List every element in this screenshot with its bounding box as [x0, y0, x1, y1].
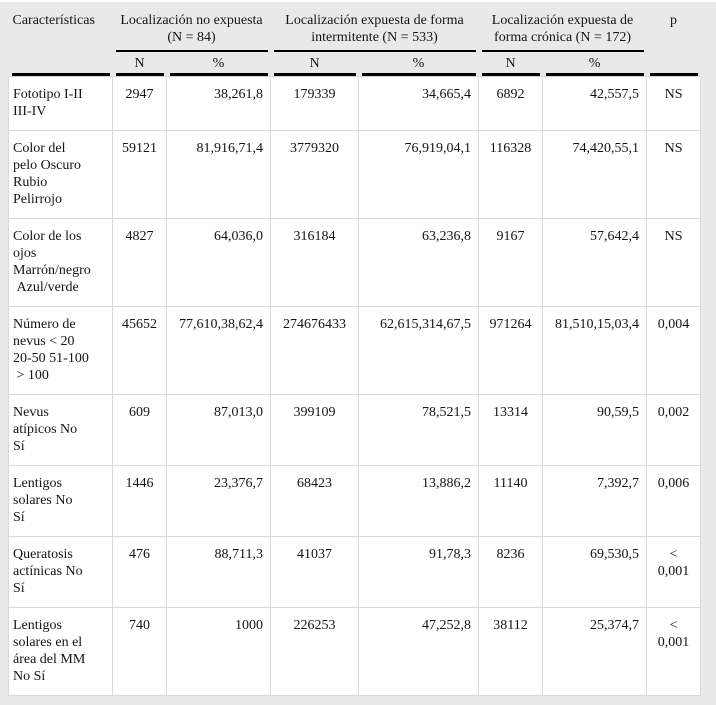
sub-header-n-3: N: [479, 52, 543, 77]
percent-cell: 77,610,38,62,4: [166, 306, 271, 395]
percent-cell: 1000: [166, 607, 271, 696]
percent-cell: 38,261,8: [166, 76, 271, 131]
n-count-cell: 274676433: [270, 306, 359, 395]
table-row: Color de los ojos Marrón/negro Azul/verd…: [8, 218, 702, 307]
group-header-intermitente: Localización expuesta de forma intermite…: [271, 6, 479, 52]
p-value-cell: 0,002: [646, 394, 702, 466]
table-row: Número de nevus < 20 20-50 51-100 > 100 …: [8, 306, 702, 395]
table-row: Queratosis actínicas No Sí 476 88,711,3 …: [8, 536, 702, 608]
n-count-cell: 41037: [270, 536, 359, 608]
percent-cell: 23,376,7: [166, 465, 271, 537]
table-row: Nevus atípicos No Sí 609 87,013,0 399109…: [8, 394, 702, 466]
percent-cell: 78,521,5: [357, 394, 480, 466]
percent-cell: 74,420,55,1: [542, 130, 648, 219]
percent-cell: 90,59,5: [542, 394, 648, 466]
col-header-p: p: [647, 6, 701, 77]
group-header-row: Características Localización no expuesta…: [9, 6, 701, 76]
n-count-cell: 11140: [478, 465, 544, 537]
percent-cell: 62,615,314,67,5: [357, 306, 480, 395]
percent-cell: 42,557,5: [542, 76, 648, 131]
group-header-cronica: Localización expuesta de forma crónica (…: [479, 6, 647, 52]
n-count-cell: 1446: [112, 465, 167, 537]
sub-header-pct-2: %: [359, 52, 479, 77]
characteristic-cell: Número de nevus < 20 20-50 51-100 > 100: [8, 306, 113, 395]
characteristic-cell: Lentigos solares en el área del MM No Sí: [8, 607, 113, 696]
p-value-cell: NS: [646, 76, 702, 131]
n-count-cell: 116328: [478, 130, 544, 219]
n-count-cell: 609: [112, 394, 167, 466]
sub-header-pct-1: %: [167, 52, 271, 77]
n-count-cell: 2947: [112, 76, 167, 131]
n-count-cell: 476: [112, 536, 167, 608]
n-count-cell: 45652: [112, 306, 167, 395]
group-header-no-expuesta: Localización no expuesta (N = 84): [113, 6, 271, 52]
percent-cell: 7,392,7: [542, 465, 648, 537]
percent-cell: 64,036,0: [166, 218, 271, 307]
percent-cell: 47,252,8: [357, 607, 480, 696]
percent-cell: 57,642,4: [542, 218, 648, 307]
sub-header-n-1: N: [113, 52, 167, 77]
n-count-cell: 971264: [478, 306, 544, 395]
characteristics-table: Características Localización no expuesta…: [8, 6, 702, 696]
n-count-cell: 8236: [478, 536, 544, 608]
p-value-cell: NS: [646, 218, 702, 307]
n-count-cell: 38112: [478, 607, 544, 696]
n-count-cell: 226253: [270, 607, 359, 696]
table-body: Fototipo I-II III-IV 2947 38,261,8 17933…: [8, 76, 702, 696]
n-count-cell: 740: [112, 607, 167, 696]
n-count-cell: 9167: [478, 218, 544, 307]
characteristic-cell: Queratosis actínicas No Sí: [8, 536, 113, 608]
p-value-cell: < 0,001: [646, 536, 702, 608]
percent-cell: 69,530,5: [542, 536, 648, 608]
table-row: Lentigos solares en el área del MM No Sí…: [8, 607, 702, 696]
p-value-cell: < 0,001: [646, 607, 702, 696]
n-count-cell: 316184: [270, 218, 359, 307]
n-count-cell: 68423: [270, 465, 359, 537]
p-value-cell: 0,006: [646, 465, 702, 537]
percent-cell: 87,013,0: [166, 394, 271, 466]
characteristic-cell: Color de los ojos Marrón/negro Azul/verd…: [8, 218, 113, 307]
table-row: Fototipo I-II III-IV 2947 38,261,8 17933…: [8, 76, 702, 131]
percent-cell: 91,78,3: [357, 536, 480, 608]
table-header: Características Localización no expuesta…: [9, 6, 701, 77]
n-count-cell: 59121: [112, 130, 167, 219]
table-row: Lentigos solares No Sí 1446 23,376,7 684…: [8, 465, 702, 537]
table-row: Color del pelo Oscuro Rubio Pelirrojo 59…: [8, 130, 702, 219]
n-count-cell: 399109: [270, 394, 359, 466]
characteristic-cell: Lentigos solares No Sí: [8, 465, 113, 537]
percent-cell: 81,510,15,03,4: [542, 306, 648, 395]
characteristic-cell: Color del pelo Oscuro Rubio Pelirrojo: [8, 130, 113, 219]
sub-header-n-2: N: [271, 52, 359, 77]
characteristic-cell: Nevus atípicos No Sí: [8, 394, 113, 466]
characteristic-cell: Fototipo I-II III-IV: [8, 76, 113, 131]
percent-cell: 34,665,4: [357, 76, 480, 131]
sub-header-row: N % N % N %: [9, 52, 701, 77]
p-value-cell: 0,004: [646, 306, 702, 395]
n-count-cell: 6892: [478, 76, 544, 131]
percent-cell: 25,374,7: [542, 607, 648, 696]
percent-cell: 81,916,71,4: [166, 130, 271, 219]
percent-cell: 88,711,3: [166, 536, 271, 608]
percent-cell: 63,236,8: [357, 218, 480, 307]
n-count-cell: 4827: [112, 218, 167, 307]
n-count-cell: 13314: [478, 394, 544, 466]
percent-cell: 13,886,2: [357, 465, 480, 537]
n-count-cell: 179339: [270, 76, 359, 131]
sub-header-pct-3: %: [543, 52, 647, 77]
percent-cell: 76,919,04,1: [357, 130, 480, 219]
n-count-cell: 3779320: [270, 130, 359, 219]
p-value-cell: NS: [646, 130, 702, 219]
col-header-caracteristicas: Características: [9, 6, 113, 77]
